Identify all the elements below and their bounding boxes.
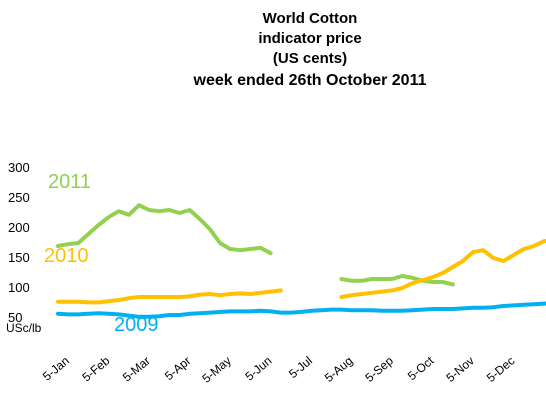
series-line-2011 (56, 203, 273, 256)
x-tick-label: 5-Feb (79, 353, 112, 384)
x-tick-label: 5-Jan (40, 354, 72, 384)
y-tick-label: 300 (8, 160, 30, 175)
y-tick-label: 150 (8, 250, 30, 265)
chart-title-line-2: indicator price (258, 30, 362, 47)
chart-title-line-3: (US cents) (272, 50, 348, 67)
series-label-2011: 2011 (48, 171, 91, 193)
x-tick-label: 5-Jul (286, 354, 315, 381)
x-tick-label: 5-Aug (322, 354, 356, 385)
y-tick-label: 50 (8, 310, 22, 325)
series-label-2010: 2010 (44, 245, 89, 267)
series-line-2009 (56, 301, 546, 319)
y-axis-label: USc/lb (6, 321, 42, 335)
x-tick-label: 5-Sep (362, 353, 396, 385)
x-tick-label: 5-Mar (120, 354, 153, 385)
y-tick-label: 250 (8, 190, 30, 205)
y-tick-label: 200 (8, 220, 30, 235)
chart-title-line-4: week ended 26th October 2011 (193, 72, 427, 89)
x-tick-label: 5-Apr (162, 354, 193, 384)
x-tick-label: 5-Jun (242, 354, 274, 384)
x-tick-label: 5-Nov (443, 354, 477, 385)
series-line-2010 (339, 238, 546, 299)
y-tick-label: 100 (8, 280, 30, 295)
chart-title-line-1: World Cotton (262, 10, 358, 27)
series-line-2011 (339, 274, 455, 287)
series-line-2010 (56, 288, 283, 305)
series-label-2009: 2009 (114, 314, 159, 336)
x-tick-label: 5-Dec (484, 354, 518, 385)
x-tick-label: 5-Oct (405, 353, 437, 383)
x-tick-label: 5-May (199, 354, 234, 386)
